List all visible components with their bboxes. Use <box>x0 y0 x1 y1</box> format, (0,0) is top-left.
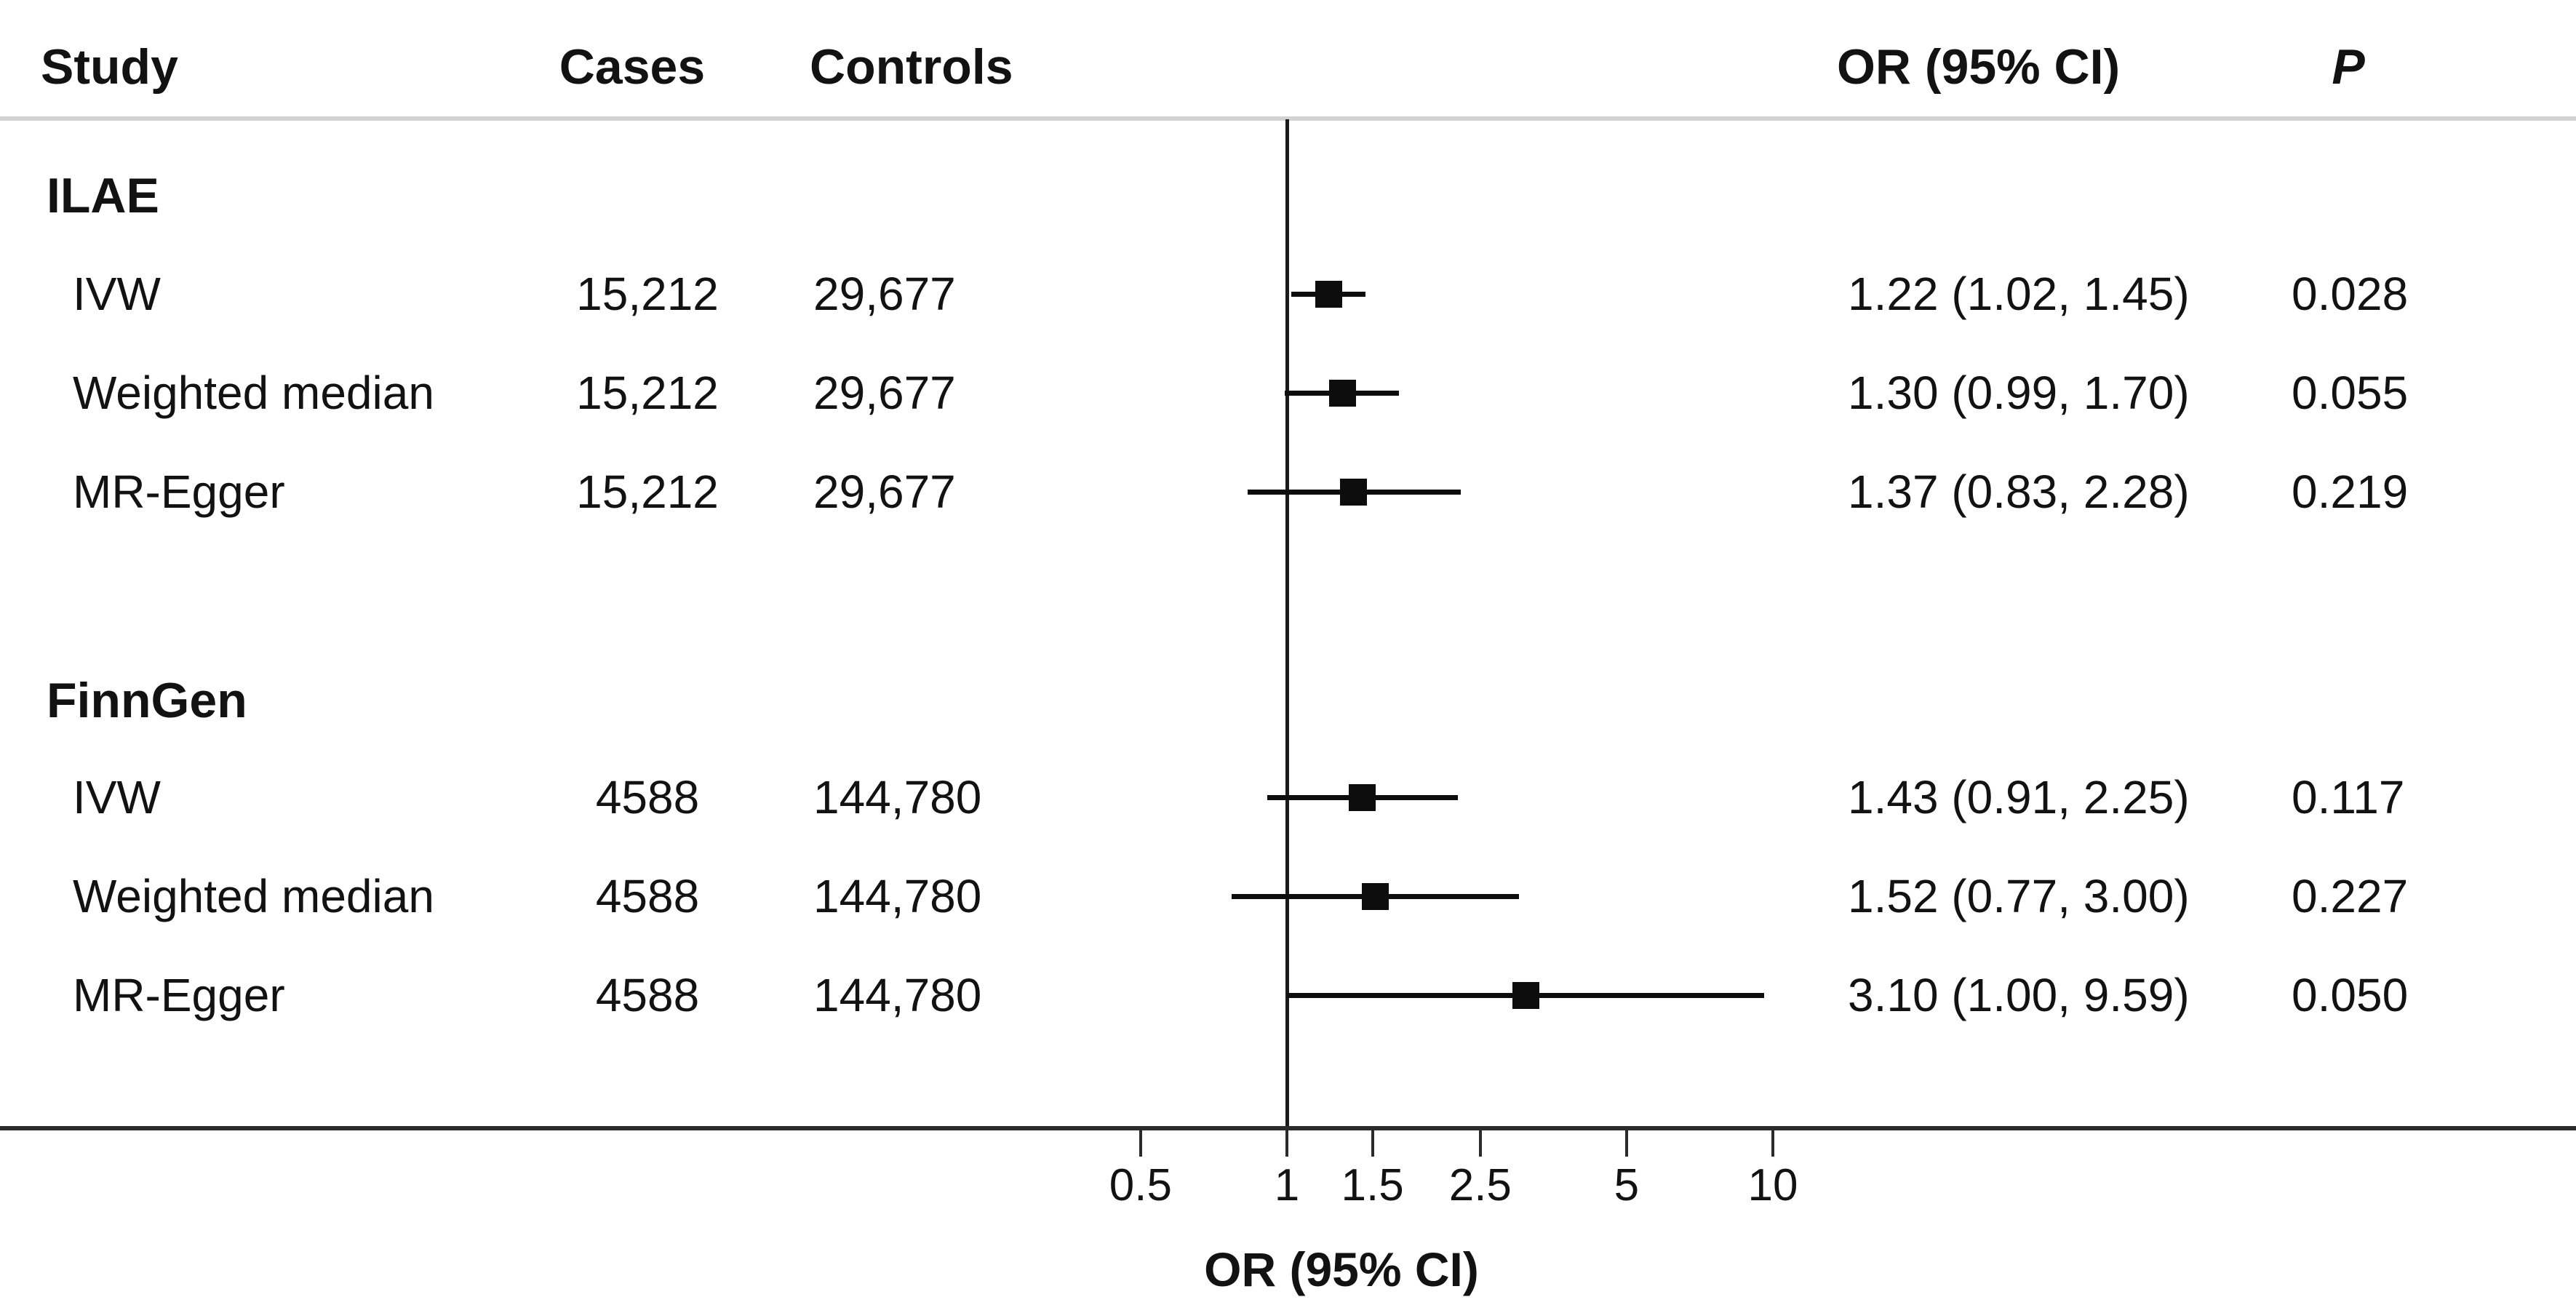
controls-value: 144,780 <box>813 870 982 922</box>
reference-line-or-1 <box>1285 119 1289 1128</box>
x-axis-tick <box>1624 1130 1628 1157</box>
x-axis-tick <box>1139 1130 1142 1157</box>
method-label: IVW <box>73 771 161 823</box>
controls-value: 144,780 <box>813 969 982 1021</box>
x-axis-tick-label: 10 <box>1747 1160 1798 1210</box>
or-ci-value: 1.43 (0.91, 2.25) <box>1848 771 2190 823</box>
x-axis-tick <box>1285 1130 1288 1157</box>
x-axis-line <box>0 1126 2576 1130</box>
x-axis-tick <box>1478 1130 1482 1157</box>
method-label: MR-Egger <box>73 466 285 518</box>
method-label: MR-Egger <box>73 969 285 1021</box>
controls-value: 144,780 <box>813 771 982 823</box>
p-value: 0.227 <box>2292 870 2409 922</box>
cases-value: 4588 <box>595 870 700 922</box>
column-header-or-ci: OR (95% CI) <box>1837 39 2121 95</box>
controls-value: 29,677 <box>813 268 956 320</box>
or-ci-value: 3.10 (1.00, 9.59) <box>1848 969 2190 1021</box>
x-axis-tick-label: 1.5 <box>1341 1160 1404 1210</box>
cases-value: 15,212 <box>576 268 719 320</box>
or-marker <box>1315 280 1343 308</box>
or-marker <box>1361 882 1389 910</box>
cases-value: 15,212 <box>576 367 719 419</box>
x-axis-tick-label: 5 <box>1614 1160 1640 1210</box>
p-value: 0.050 <box>2292 969 2409 1021</box>
p-value: 0.219 <box>2292 466 2409 518</box>
x-axis-tick-label: 0.5 <box>1109 1160 1173 1210</box>
or-ci-value: 1.30 (0.99, 1.70) <box>1848 367 2190 419</box>
controls-value: 29,677 <box>813 466 956 518</box>
x-axis-tick <box>1371 1130 1374 1157</box>
method-label: IVW <box>73 268 161 320</box>
or-marker <box>1512 981 1539 1009</box>
p-value: 0.028 <box>2292 268 2409 320</box>
or-marker <box>1328 379 1356 407</box>
method-label: Weighted median <box>73 367 434 419</box>
group-label: FinnGen <box>47 673 247 728</box>
p-value: 0.117 <box>2292 771 2405 823</box>
x-axis-tick <box>1771 1130 1774 1157</box>
or-marker <box>1349 783 1376 811</box>
method-label: Weighted median <box>73 870 434 922</box>
cases-value: 4588 <box>595 771 700 823</box>
or-ci-value: 1.22 (1.02, 1.45) <box>1848 268 2190 320</box>
cases-value: 4588 <box>595 969 700 1021</box>
cases-value: 15,212 <box>576 466 719 518</box>
or-ci-value: 1.52 (0.77, 3.00) <box>1848 870 2190 922</box>
group-label: ILAE <box>47 168 159 223</box>
or-marker <box>1339 478 1367 506</box>
or-ci-value: 1.37 (0.83, 2.28) <box>1848 466 2190 518</box>
column-header-study: Study <box>41 39 178 95</box>
column-header-p: P <box>2332 39 2365 95</box>
controls-value: 29,677 <box>813 367 956 419</box>
p-value: 0.055 <box>2292 367 2409 419</box>
x-axis-tick-label: 1 <box>1274 1160 1300 1210</box>
header-separator-line <box>0 116 2576 121</box>
column-header-controls: Controls <box>810 39 1013 95</box>
x-axis-label: OR (95% CI) <box>1204 1242 1479 1296</box>
x-axis-tick-label: 2.5 <box>1448 1160 1512 1210</box>
column-header-cases: Cases <box>559 39 706 95</box>
